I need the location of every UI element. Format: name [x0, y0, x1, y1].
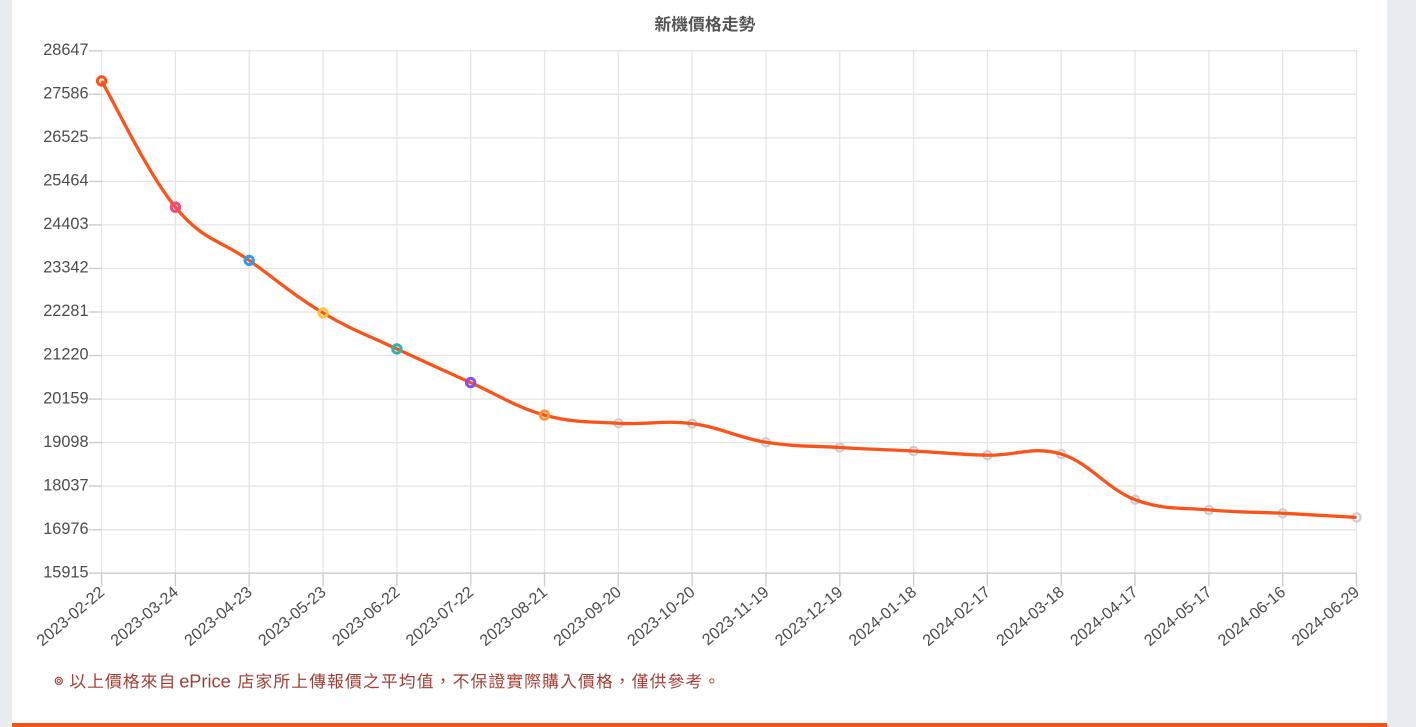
svg-text:2024-06-29: 2024-06-29 — [1288, 583, 1363, 650]
svg-text:19098: 19098 — [43, 433, 88, 451]
svg-text:2023-12-19: 2023-12-19 — [772, 583, 847, 650]
svg-text:22281: 22281 — [43, 302, 88, 320]
svg-text:2023-05-23: 2023-05-23 — [255, 583, 330, 650]
svg-text:2023-06-22: 2023-06-22 — [329, 583, 404, 650]
svg-text:2023-08-21: 2023-08-21 — [476, 583, 551, 650]
svg-text:15915: 15915 — [43, 563, 88, 581]
svg-text:2023-03-24: 2023-03-24 — [107, 583, 182, 650]
svg-text:18037: 18037 — [43, 476, 88, 494]
svg-text:16976: 16976 — [43, 520, 88, 538]
svg-text:2024-04-17: 2024-04-17 — [1067, 583, 1142, 650]
svg-text:27586: 27586 — [43, 85, 88, 103]
svg-text:2023-04-23: 2023-04-23 — [181, 583, 256, 650]
svg-text:2023-11-19: 2023-11-19 — [699, 583, 773, 649]
svg-text:ePrice: ePrice — [179, 671, 231, 691]
svg-text:2023-02-22: 2023-02-22 — [33, 583, 108, 650]
svg-text:2023-10-20: 2023-10-20 — [624, 583, 699, 650]
svg-text:2023-07-22: 2023-07-22 — [403, 583, 478, 650]
svg-text:2024-02-17: 2024-02-17 — [919, 583, 994, 650]
svg-text:23342: 23342 — [43, 259, 88, 277]
svg-text:2024-05-17: 2024-05-17 — [1141, 583, 1216, 650]
svg-text:2024-03-18: 2024-03-18 — [993, 583, 1068, 650]
svg-text:2023-09-20: 2023-09-20 — [550, 583, 625, 650]
svg-text:2024-06-16: 2024-06-16 — [1215, 583, 1290, 650]
svg-text:21220: 21220 — [43, 346, 88, 364]
svg-text:24403: 24403 — [43, 215, 88, 233]
svg-text:28647: 28647 — [43, 41, 88, 59]
svg-text:25464: 25464 — [43, 172, 88, 190]
svg-text:2024-01-18: 2024-01-18 — [845, 583, 920, 650]
svg-text:20159: 20159 — [43, 389, 88, 407]
svg-text:26525: 26525 — [43, 128, 88, 146]
